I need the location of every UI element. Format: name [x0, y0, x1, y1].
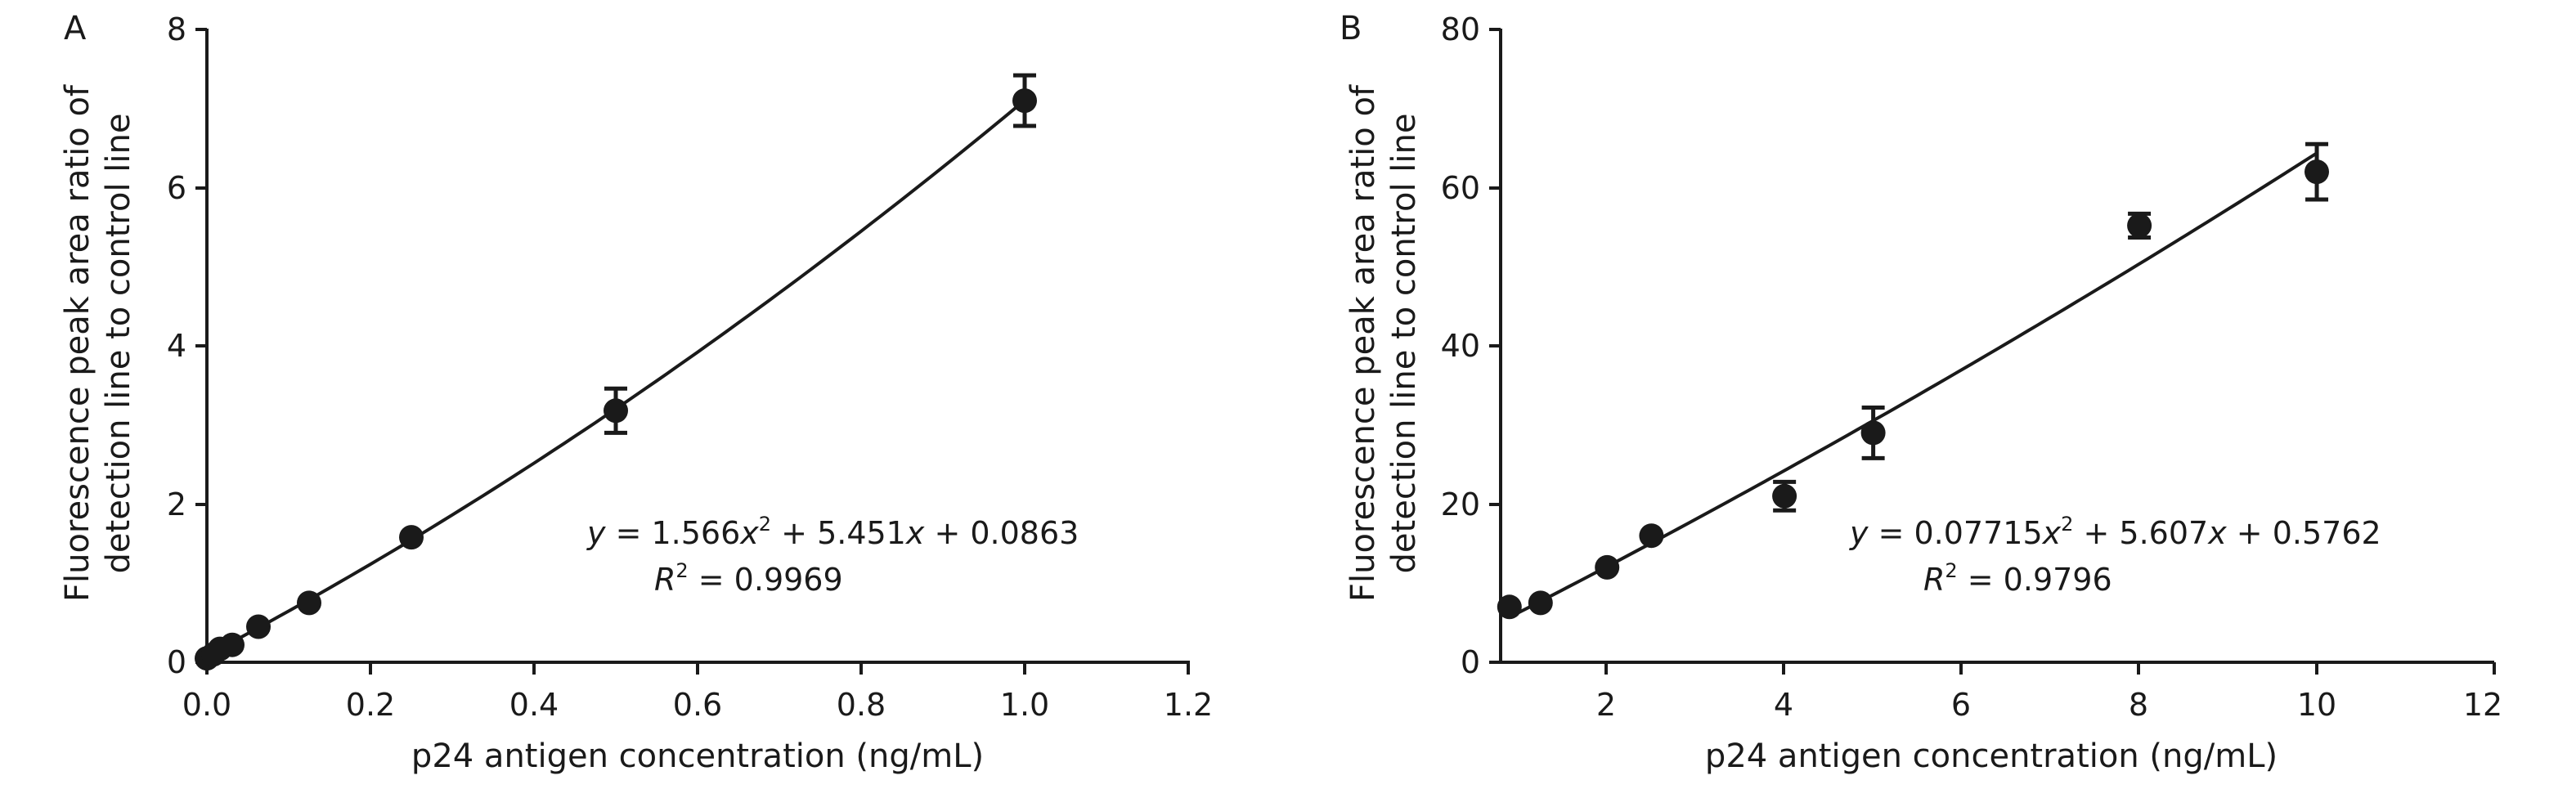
panel-a-data-points [195, 73, 1037, 671]
panel-b-y-tick-label: 20 [1441, 486, 1480, 522]
panel-a-x-tick-label: 0.0 [182, 687, 231, 723]
panel-b-data-point [2127, 213, 2152, 238]
panel-a-x-tick-label: 0.6 [673, 687, 722, 723]
panel-b-y-tick-label: 0 [1461, 644, 1480, 680]
panel-a-x-axis-title: p24 antigen concentration (ng/mL) [411, 737, 984, 775]
panel-a-y-axis-title-line2: detection line to control line [100, 114, 137, 574]
panel-a-y-axis-title: Fluorescence peak area ratio of detectio… [59, 84, 137, 602]
panel-b-y-axis-title-line1: Fluorescence peak area ratio of [1344, 84, 1382, 602]
panel-b-data-point [1497, 594, 1522, 620]
panel-a-data-point [220, 632, 245, 657]
panel-a-data-point [1012, 88, 1037, 114]
panel-a-fit-curve [206, 99, 1026, 657]
panel-b-x-tick-label: 6 [1951, 687, 1971, 723]
panel-a-x-tick-label: 1.0 [1000, 687, 1049, 723]
panel-b-data-point [1639, 523, 1664, 549]
panel-a-x-tick-label: 0.2 [346, 687, 395, 723]
panel-b-y-axis-title-line2: detection line to control line [1385, 114, 1423, 574]
panel-a-data-point [246, 614, 271, 639]
panel-a-x-tick-label: 1.2 [1164, 687, 1213, 723]
panel-b-fit-equation: y = 0.07715x2 + 5.607x + 0.5762 [1849, 513, 2381, 551]
panel-b-data-points [1497, 141, 2329, 620]
panel-b: B Fluorescence peak area ratio of detect… [1340, 10, 2502, 775]
panel-b-label: B [1340, 10, 1362, 47]
panel-a-data-point [604, 398, 628, 424]
panel-a-x-tick-label: 0.4 [509, 687, 559, 723]
panel-a-y-tick-label: 2 [167, 486, 186, 522]
panel-a-y-ticks: 0 2 4 6 8 [167, 11, 207, 680]
panel-b-x-tick-label: 4 [1774, 687, 1793, 723]
panel-a-y-tick-label: 8 [167, 11, 186, 47]
panel-a-label: A [64, 10, 87, 47]
panel-b-data-point [1860, 420, 1886, 446]
panel-b-x-tick-label: 2 [1596, 687, 1616, 723]
panel-a-x-tick-label: 0.8 [837, 687, 886, 723]
panel-a-y-tick-label: 6 [167, 170, 186, 206]
panel-b-x-tick-label: 10 [2297, 687, 2336, 723]
panel-b-data-point [1528, 590, 1553, 616]
panel-a-fit-equation: y = 1.566x2 + 5.451x + 0.0863 [586, 513, 1079, 551]
panel-b-r-squared: R2 = 0.9796 [1923, 559, 2112, 598]
panel-a-y-axis-title-line1: Fluorescence peak area ratio of [59, 84, 96, 602]
panel-b-x-ticks: 2 4 6 8 10 12 [1596, 662, 2502, 723]
panel-a-data-point [297, 590, 321, 616]
panel-a-data-point [399, 525, 424, 550]
panel-a-y-tick-label: 0 [167, 644, 186, 680]
panel-a-equation: y = 1.566x2 + 5.451x + 0.0863 R2 = 0.996… [586, 513, 1079, 598]
panel-b-y-axis-title: Fluorescence peak area ratio of detectio… [1344, 84, 1423, 602]
panel-b-y-tick-label: 60 [1441, 170, 1480, 206]
panel-b-y-tick-label: 80 [1441, 11, 1480, 47]
panel-b-x-axis-title: p24 antigen concentration (ng/mL) [1705, 737, 2278, 775]
panel-a-r-squared: R2 = 0.9969 [654, 559, 843, 598]
panel-a-y-tick-label: 4 [167, 328, 186, 364]
panel-b-x-tick-label: 12 [2463, 687, 2502, 723]
panel-b-equation: y = 0.07715x2 + 5.607x + 0.5762 R2 = 0.9… [1849, 513, 2381, 598]
panel-a: A Fluorescence peak area ratio of detect… [59, 10, 1213, 775]
panel-b-data-point [1772, 483, 1797, 509]
panel-b-data-point [2304, 159, 2329, 185]
panel-a-x-ticks: 0.0 0.2 0.4 0.6 0.8 1.0 1.2 [182, 662, 1213, 723]
panel-b-y-ticks: 0 20 40 60 80 [1441, 11, 1501, 680]
panel-b-y-tick-label: 40 [1441, 328, 1480, 364]
panel-b-data-point [1595, 554, 1620, 580]
panel-b-x-tick-label: 8 [2129, 687, 2148, 723]
